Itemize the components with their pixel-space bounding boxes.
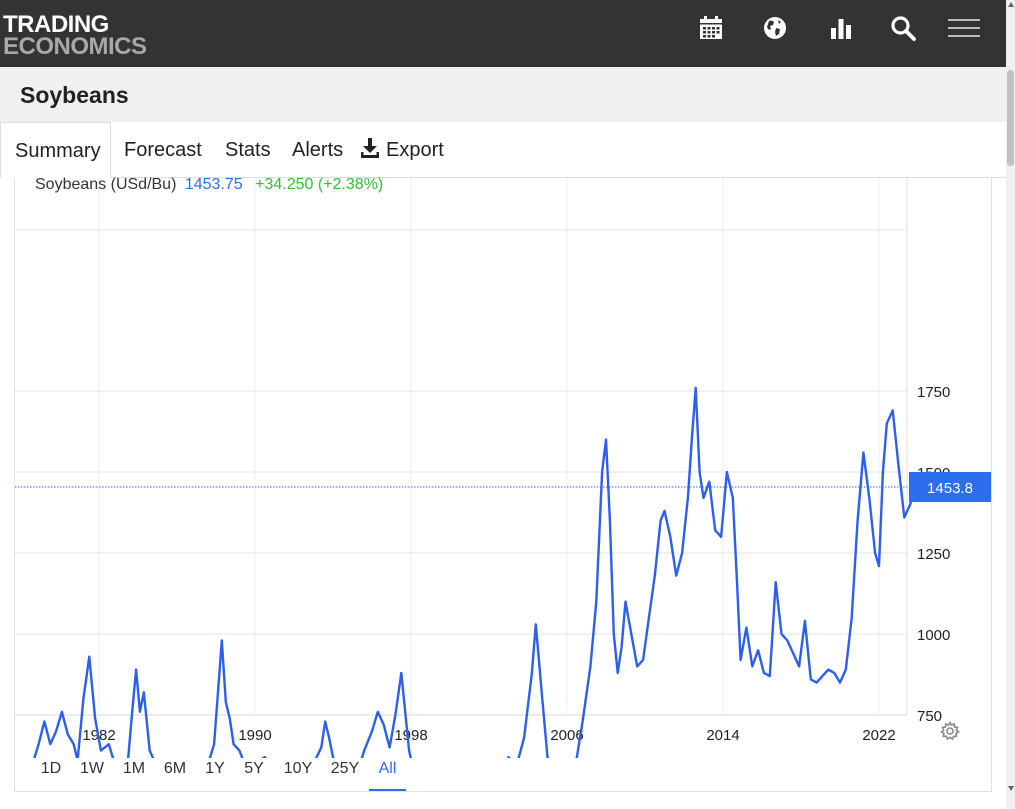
logo-line-2: ECONOMICS	[3, 33, 147, 60]
menu-icon[interactable]	[948, 15, 980, 41]
tab-forecast[interactable]: Forecast	[124, 139, 202, 161]
x-tick-label: 1990	[238, 727, 271, 744]
scroll-up-arrow[interactable]	[1008, 2, 1014, 7]
price-change: +34.250 (+2.38%)	[255, 176, 384, 193]
chart-quote-header: Soybeans (USd/Bu) 1453.75 +34.250 (+2.38…	[35, 176, 383, 194]
trading-economics-logo[interactable]: TRADING ECONOMICS	[3, 11, 147, 60]
title-bar: Soybeans	[0, 67, 1006, 122]
scroll-thumb[interactable]	[1007, 70, 1014, 166]
bar-chart-icon[interactable]	[828, 15, 854, 41]
instrument-name: Soybeans (USd/Bu)	[35, 176, 177, 193]
y-tick-label: 1250	[917, 546, 950, 563]
y-tick-label: 750	[917, 708, 942, 725]
page-title: Soybeans	[20, 82, 129, 108]
search-icon[interactable]	[890, 15, 916, 41]
tab-stats[interactable]: Stats	[225, 139, 271, 161]
price-chart[interactable]: 5007501000125015001750198219901998200620…	[0, 178, 1006, 758]
range-6m[interactable]: 6M	[163, 760, 187, 777]
scroll-down-arrow[interactable]	[1008, 786, 1014, 791]
page-scrollbar[interactable]	[1006, 0, 1015, 809]
tab-summary[interactable]: Summary	[0, 122, 111, 178]
range-10y[interactable]: 10Y	[283, 760, 313, 777]
range-1d[interactable]: 1D	[40, 760, 62, 777]
range-1m[interactable]: 1M	[122, 760, 146, 777]
logo-line-1: TRADING	[3, 11, 109, 38]
range-5y[interactable]: 5Y	[244, 760, 264, 777]
range-1w[interactable]: 1W	[80, 760, 104, 777]
tab-export[interactable]: Export	[360, 122, 444, 178]
chart-frame	[14, 178, 992, 792]
range-25y[interactable]: 25Y	[330, 760, 360, 777]
chart-settings-gear-icon[interactable]	[940, 720, 960, 741]
x-tick-label: 2014	[706, 727, 739, 744]
tab-alerts[interactable]: Alerts	[292, 139, 344, 161]
x-tick-label: 1998	[394, 727, 427, 744]
last-price-label: 1453.8	[927, 480, 973, 497]
globe-icon[interactable]	[762, 15, 788, 41]
range-1y[interactable]: 1Y	[205, 760, 225, 777]
y-tick-label: 1750	[917, 384, 950, 401]
download-icon	[360, 124, 380, 180]
tab-export-label: Export	[386, 139, 444, 161]
top-navigation-bar: TRADING ECONOMICS	[0, 0, 1006, 67]
last-price-label-box	[909, 471, 991, 502]
x-tick-label: 2022	[862, 727, 895, 744]
series-line-soybeans	[33, 386, 918, 758]
y-tick-label: 1000	[917, 627, 950, 644]
range-all[interactable]: All	[369, 755, 406, 791]
last-price: 1453.75	[184, 176, 243, 193]
x-tick-label: 2006	[550, 727, 583, 744]
calendar-icon[interactable]	[698, 15, 724, 41]
tab-bar: Summary Forecast Stats Alerts Export	[0, 122, 1006, 178]
